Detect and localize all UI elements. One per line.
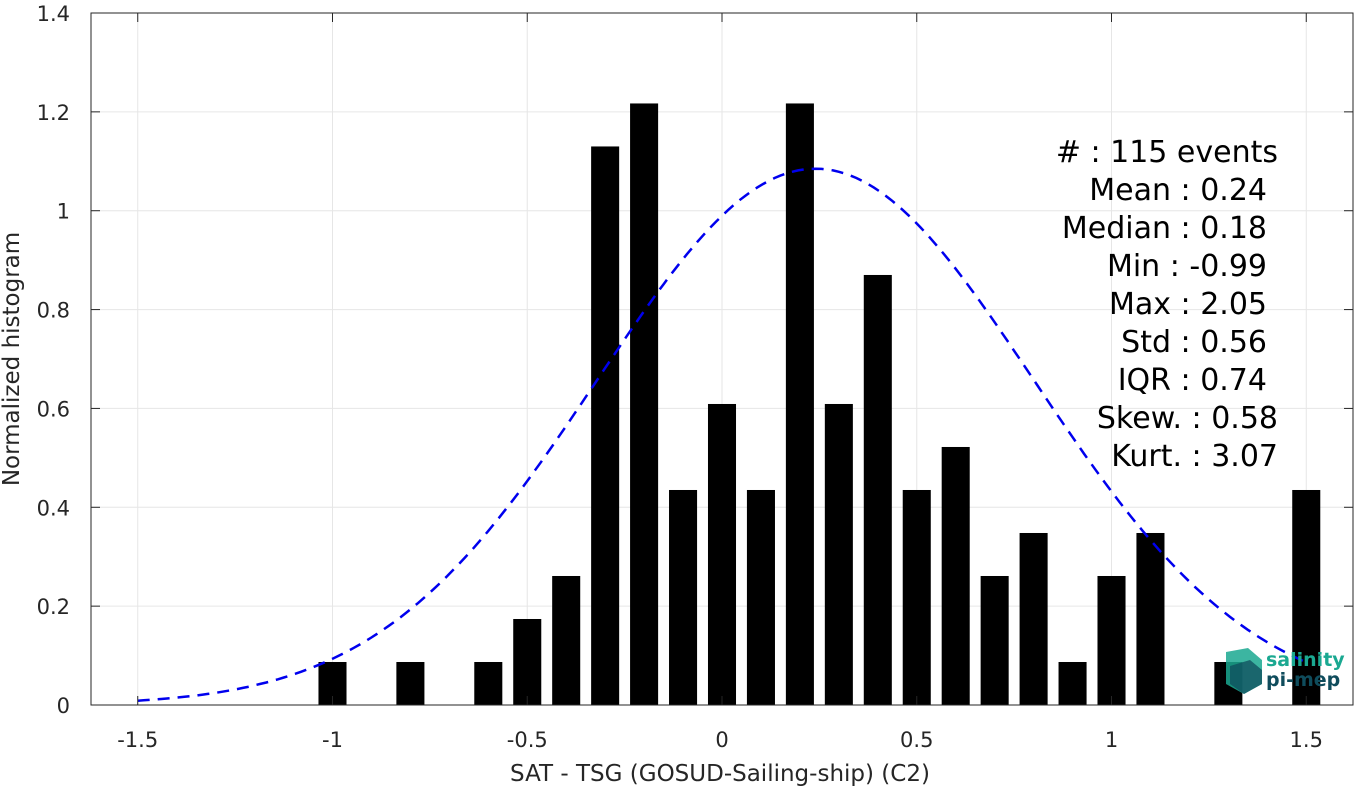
stat-min: Min : -0.99	[1107, 249, 1267, 284]
y-tick-label: 0.8	[37, 299, 70, 323]
y-tick-label: 1.4	[37, 2, 70, 26]
histogram-bar	[552, 575, 581, 705]
x-tick-labels: -1.5 -1 -0.5 0 0.5 1 1.5	[117, 728, 1323, 752]
histogram-bar	[474, 661, 503, 705]
x-tick-label: -0.5	[507, 728, 548, 752]
histogram-bar	[1136, 532, 1165, 705]
stat-iqr: IQR : 0.74	[1118, 363, 1267, 398]
histogram-bar	[746, 489, 775, 705]
stat-skew: Skew. : 0.58	[1097, 401, 1278, 436]
y-tick-label: 0.6	[37, 397, 70, 421]
y-tick-label: 0	[57, 694, 70, 718]
histogram-bar	[1097, 575, 1126, 705]
logo-line1: salinity	[1266, 649, 1345, 671]
histogram-bar	[630, 103, 659, 705]
y-tick-label: 1.2	[37, 101, 70, 125]
salinity-pimep-logo: salinity pi-mep	[1226, 648, 1345, 694]
y-tick-labels: 0 0.2 0.4 0.6 0.8 1 1.2 1.4	[37, 2, 70, 718]
y-axis-label: Normalized histogram	[0, 232, 25, 486]
x-tick-label: 0.5	[900, 728, 933, 752]
histogram-bar	[941, 446, 970, 705]
x-tick-label: 1.5	[1290, 728, 1323, 752]
histogram-bar	[902, 489, 931, 705]
histogram-bar	[824, 403, 853, 705]
histogram-bar	[785, 103, 814, 705]
histogram-bar	[1058, 661, 1087, 705]
y-tick-label: 1	[57, 200, 70, 224]
histogram-bar	[707, 403, 737, 705]
histogram-bar	[591, 146, 620, 705]
y-tick-label: 0.2	[37, 595, 70, 619]
histogram-bar	[863, 274, 892, 705]
x-tick-label: 1	[1105, 728, 1118, 752]
stat-mean: Mean : 0.24	[1089, 173, 1267, 208]
stat-count: # : 115 events	[1056, 135, 1278, 170]
x-tick-label: 0	[715, 728, 728, 752]
stat-median: Median : 0.18	[1062, 211, 1267, 246]
histogram-bar	[980, 575, 1009, 705]
histogram-bar	[1292, 489, 1321, 705]
histogram-bar	[513, 618, 542, 705]
histogram-bar	[669, 489, 698, 705]
x-tick-label: -1.5	[117, 728, 158, 752]
y-tick-label: 0.4	[37, 496, 70, 520]
stat-std: Std : 0.56	[1121, 325, 1267, 360]
bars	[318, 103, 1321, 705]
axes-box	[90, 12, 1354, 706]
normal-fit-curve	[137, 167, 1307, 702]
histogram-bar	[396, 661, 425, 705]
stat-kurt: Kurt. : 3.07	[1111, 439, 1278, 474]
logo-line2: pi-mep	[1266, 669, 1340, 691]
stats-annotation: # : 115 events Mean : 0.24 Median : 0.18…	[1056, 135, 1278, 474]
x-axis-label: SAT - TSG (GOSUD-Sailing-ship) (C2)	[510, 761, 930, 787]
histogram-bar	[1019, 532, 1048, 705]
stat-max: Max : 2.05	[1109, 287, 1267, 322]
x-tick-label: -1	[322, 728, 343, 752]
logo-mark-shade-icon	[1230, 660, 1262, 694]
